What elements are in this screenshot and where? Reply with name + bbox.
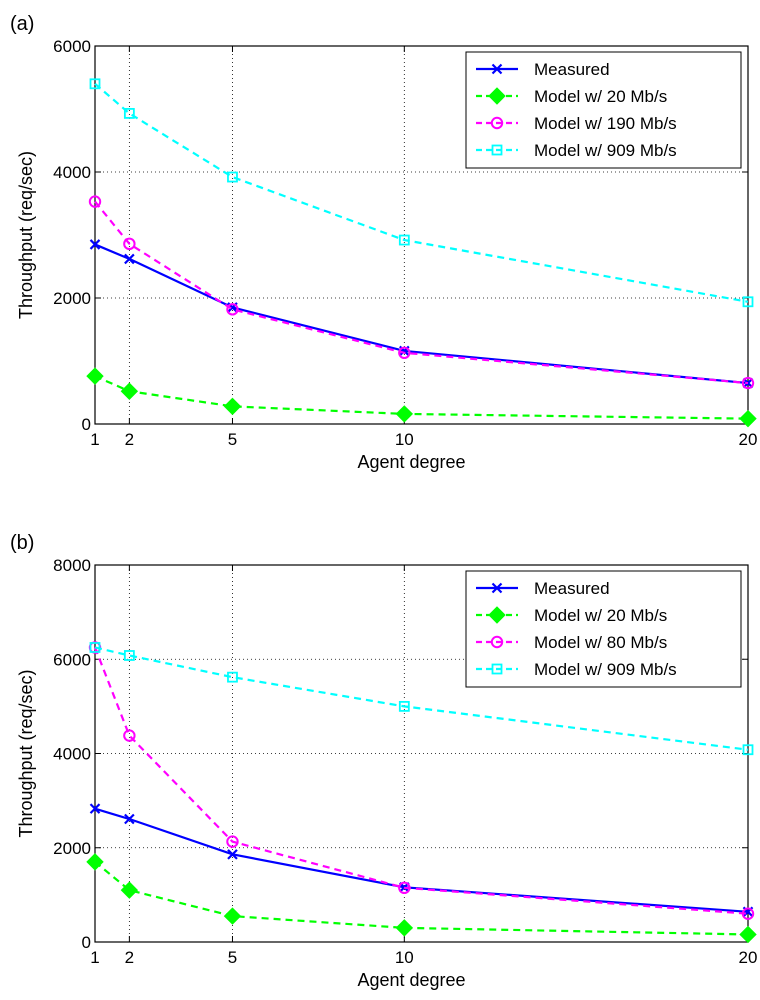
data-point	[123, 650, 135, 661]
series-0	[89, 239, 754, 389]
data-point	[124, 813, 135, 825]
data-point	[86, 853, 104, 871]
y-tick-label: 0	[82, 933, 91, 952]
data-point	[223, 907, 242, 925]
y-axis-label: Throughput (req/sec)	[16, 669, 36, 837]
x-axis-label: Agent degree	[357, 452, 465, 472]
data-point	[398, 234, 410, 246]
panel-label: (a)	[10, 13, 34, 35]
data-point	[123, 108, 135, 119]
data-point	[86, 367, 104, 385]
series-line	[93, 647, 749, 915]
legend-marker	[491, 663, 503, 675]
data-point	[227, 849, 238, 860]
x-tick-label: 5	[228, 430, 237, 449]
x-tick-label: 2	[125, 948, 134, 967]
data-point	[89, 803, 101, 814]
series-3	[89, 78, 754, 308]
series-line	[94, 375, 749, 420]
data-point	[739, 409, 757, 428]
x-tick-label: 20	[739, 430, 758, 449]
data-point	[89, 642, 101, 653]
data-point	[89, 239, 101, 250]
y-tick-label: 4000	[53, 745, 91, 764]
legend-entry-label: Model w/ 909 Mb/s	[534, 660, 677, 679]
legend-entry-label: Measured	[534, 579, 610, 598]
y-axis-label: Throughput (req/sec)	[16, 151, 36, 319]
data-point	[226, 303, 239, 316]
x-axis-label: Agent degree	[357, 970, 465, 990]
legend-entry-label: Measured	[534, 60, 610, 79]
series-0	[89, 803, 754, 918]
legend: Measured Model w/ 20 Mb/s Model w/ 190 Mb/…	[465, 51, 742, 169]
data-point	[123, 729, 136, 742]
series-line	[94, 861, 749, 936]
legend-box	[465, 51, 742, 169]
y-tick-label: 2000	[53, 289, 91, 308]
series-line	[94, 200, 749, 385]
series-line	[94, 82, 749, 303]
y-tick-label: 0	[82, 415, 91, 434]
x-tick-label: 10	[395, 430, 414, 449]
series-1	[86, 367, 757, 428]
data-point	[120, 881, 139, 899]
legend-box	[465, 570, 742, 688]
series-1	[86, 853, 757, 944]
series-line	[94, 807, 749, 913]
legend-marker	[488, 87, 506, 105]
series-2	[88, 195, 755, 390]
legend-marker	[490, 635, 504, 649]
legend: Measured Model w/ 20 Mb/s Model w/ 80 Mb/s…	[465, 570, 742, 688]
legend-entry-label: Model w/ 909 Mb/s	[534, 141, 677, 160]
x-tick-label: 1	[90, 948, 99, 967]
legend-marker	[491, 582, 503, 594]
data-point	[223, 397, 242, 416]
x-tick-label: 5	[228, 948, 237, 967]
legend-marker	[490, 116, 504, 130]
legend-marker	[491, 144, 503, 156]
legend-marker	[491, 63, 503, 75]
data-point	[88, 195, 102, 208]
legend-marker	[488, 606, 506, 624]
y-tick-label: 8000	[53, 556, 91, 575]
plot-area-frame	[94, 45, 749, 425]
data-point	[742, 296, 754, 308]
data-point	[395, 919, 414, 937]
data-point	[398, 881, 411, 895]
data-point	[124, 253, 135, 265]
data-point	[120, 382, 139, 400]
series-line	[94, 243, 749, 385]
legend-entry-label: Model w/ 80 Mb/s	[534, 633, 667, 652]
legend-entry-label: Model w/ 20 Mb/s	[534, 606, 667, 625]
data-point	[398, 700, 410, 712]
data-point	[741, 376, 755, 390]
chart-panel-1: (b) 1 2 5 10 20 0 2000 4000 6000 8000 Agent degree T…	[10, 532, 757, 990]
data-point	[227, 171, 238, 183]
data-point	[123, 237, 136, 251]
x-tick-label: 20	[739, 948, 758, 967]
data-point	[226, 835, 239, 848]
data-point	[739, 925, 757, 944]
y-tick-label: 6000	[53, 650, 91, 669]
series-3	[89, 642, 754, 756]
y-tick-label: 2000	[53, 839, 91, 858]
x-tick-label: 1	[90, 430, 99, 449]
data-point	[227, 671, 238, 683]
x-tick-label: 10	[395, 948, 414, 967]
legend-entry-label: Model w/ 190 Mb/s	[534, 114, 677, 133]
chart-panel-0: (a) 1 2 5 10 20 0 2000 4000 6000 Agent degree Throu…	[10, 13, 757, 472]
panel-label: (b)	[10, 532, 34, 554]
legend-entry-label: Model w/ 20 Mb/s	[534, 87, 667, 106]
data-point	[741, 907, 755, 920]
data-point	[395, 405, 414, 423]
y-tick-label: 6000	[53, 37, 91, 56]
y-tick-label: 4000	[53, 163, 91, 182]
data-point	[89, 78, 101, 90]
x-tick-label: 2	[125, 430, 134, 449]
data-point	[398, 346, 411, 360]
data-point	[742, 744, 754, 756]
